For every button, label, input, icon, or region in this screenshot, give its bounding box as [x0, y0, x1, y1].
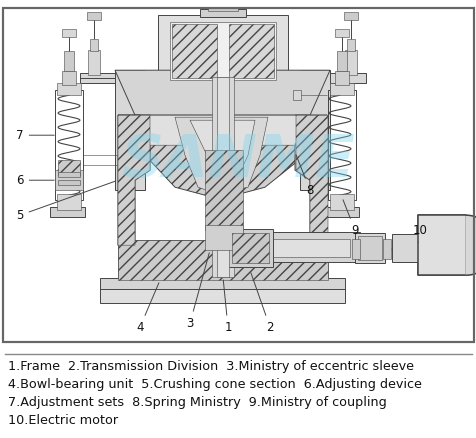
Bar — [205, 150, 242, 230]
Bar — [323, 207, 358, 217]
Bar — [115, 70, 145, 190]
Bar — [205, 225, 242, 250]
Polygon shape — [118, 115, 327, 195]
Bar — [57, 194, 81, 210]
Text: SANME: SANME — [121, 132, 354, 189]
Bar — [336, 51, 346, 71]
Bar — [64, 51, 74, 71]
Polygon shape — [296, 115, 327, 245]
Polygon shape — [175, 117, 268, 193]
Bar — [169, 22, 276, 80]
Text: 10.Electric motor: 10.Electric motor — [8, 414, 118, 427]
Bar — [382, 239, 390, 259]
Bar — [344, 50, 356, 75]
Bar — [199, 9, 246, 17]
Bar — [292, 90, 300, 100]
Bar — [239, 239, 349, 257]
Bar — [100, 289, 344, 303]
Text: 1.Frame  2.Transmission Division  3.Ministry of eccentric sleeve: 1.Frame 2.Transmission Division 3.Minist… — [8, 360, 413, 373]
Bar — [228, 24, 273, 78]
Text: 1: 1 — [223, 280, 231, 334]
Text: 4.Bowl-bearing unit  5.Crushing cone section  6.Adjusting device: 4.Bowl-bearing unit 5.Crushing cone sect… — [8, 378, 421, 391]
Bar — [334, 29, 348, 37]
Bar — [58, 160, 80, 175]
Bar — [211, 77, 234, 277]
Bar — [58, 180, 80, 185]
Bar — [50, 207, 85, 217]
Bar — [208, 7, 238, 11]
Bar — [172, 24, 217, 78]
Bar — [118, 278, 327, 290]
Polygon shape — [118, 115, 149, 245]
Polygon shape — [115, 70, 329, 115]
Bar — [299, 70, 329, 190]
Bar — [228, 229, 272, 267]
Bar — [118, 240, 327, 280]
Bar — [346, 39, 354, 51]
Bar — [286, 73, 365, 83]
Bar — [354, 233, 384, 263]
Bar — [158, 15, 288, 85]
Bar — [87, 12, 101, 20]
Bar — [329, 194, 353, 210]
Text: 9: 9 — [342, 200, 358, 237]
Bar — [58, 172, 80, 177]
Text: 4: 4 — [136, 283, 159, 334]
Polygon shape — [135, 115, 309, 145]
Bar — [327, 90, 355, 200]
Bar — [62, 71, 76, 85]
Bar — [357, 236, 381, 260]
Bar — [334, 71, 348, 85]
Text: 6: 6 — [16, 174, 54, 187]
Bar — [229, 232, 359, 262]
Bar — [351, 239, 359, 259]
Text: 3: 3 — [186, 253, 209, 330]
Text: 10: 10 — [412, 224, 426, 243]
Bar — [343, 12, 357, 20]
Bar — [217, 77, 228, 277]
Text: 7: 7 — [16, 129, 54, 142]
Text: 5: 5 — [16, 181, 115, 222]
Polygon shape — [465, 215, 476, 275]
Bar — [55, 170, 83, 190]
Polygon shape — [189, 120, 255, 183]
Bar — [391, 234, 419, 262]
Bar — [62, 29, 76, 37]
Bar — [100, 278, 344, 290]
Text: 7.Adjustment sets  8.Spring Ministry  9.Ministry of coupling: 7.Adjustment sets 8.Spring Ministry 9.Mi… — [8, 396, 386, 409]
Bar — [55, 90, 83, 200]
Bar — [80, 73, 159, 83]
Bar — [231, 233, 268, 263]
Bar — [57, 83, 81, 95]
Polygon shape — [294, 115, 327, 245]
Bar — [417, 215, 465, 275]
Bar — [90, 39, 98, 51]
Polygon shape — [118, 115, 149, 245]
Text: 2: 2 — [250, 273, 273, 334]
Bar — [88, 50, 100, 75]
Bar — [118, 240, 327, 280]
Bar — [329, 83, 353, 95]
Text: 8: 8 — [296, 155, 313, 197]
